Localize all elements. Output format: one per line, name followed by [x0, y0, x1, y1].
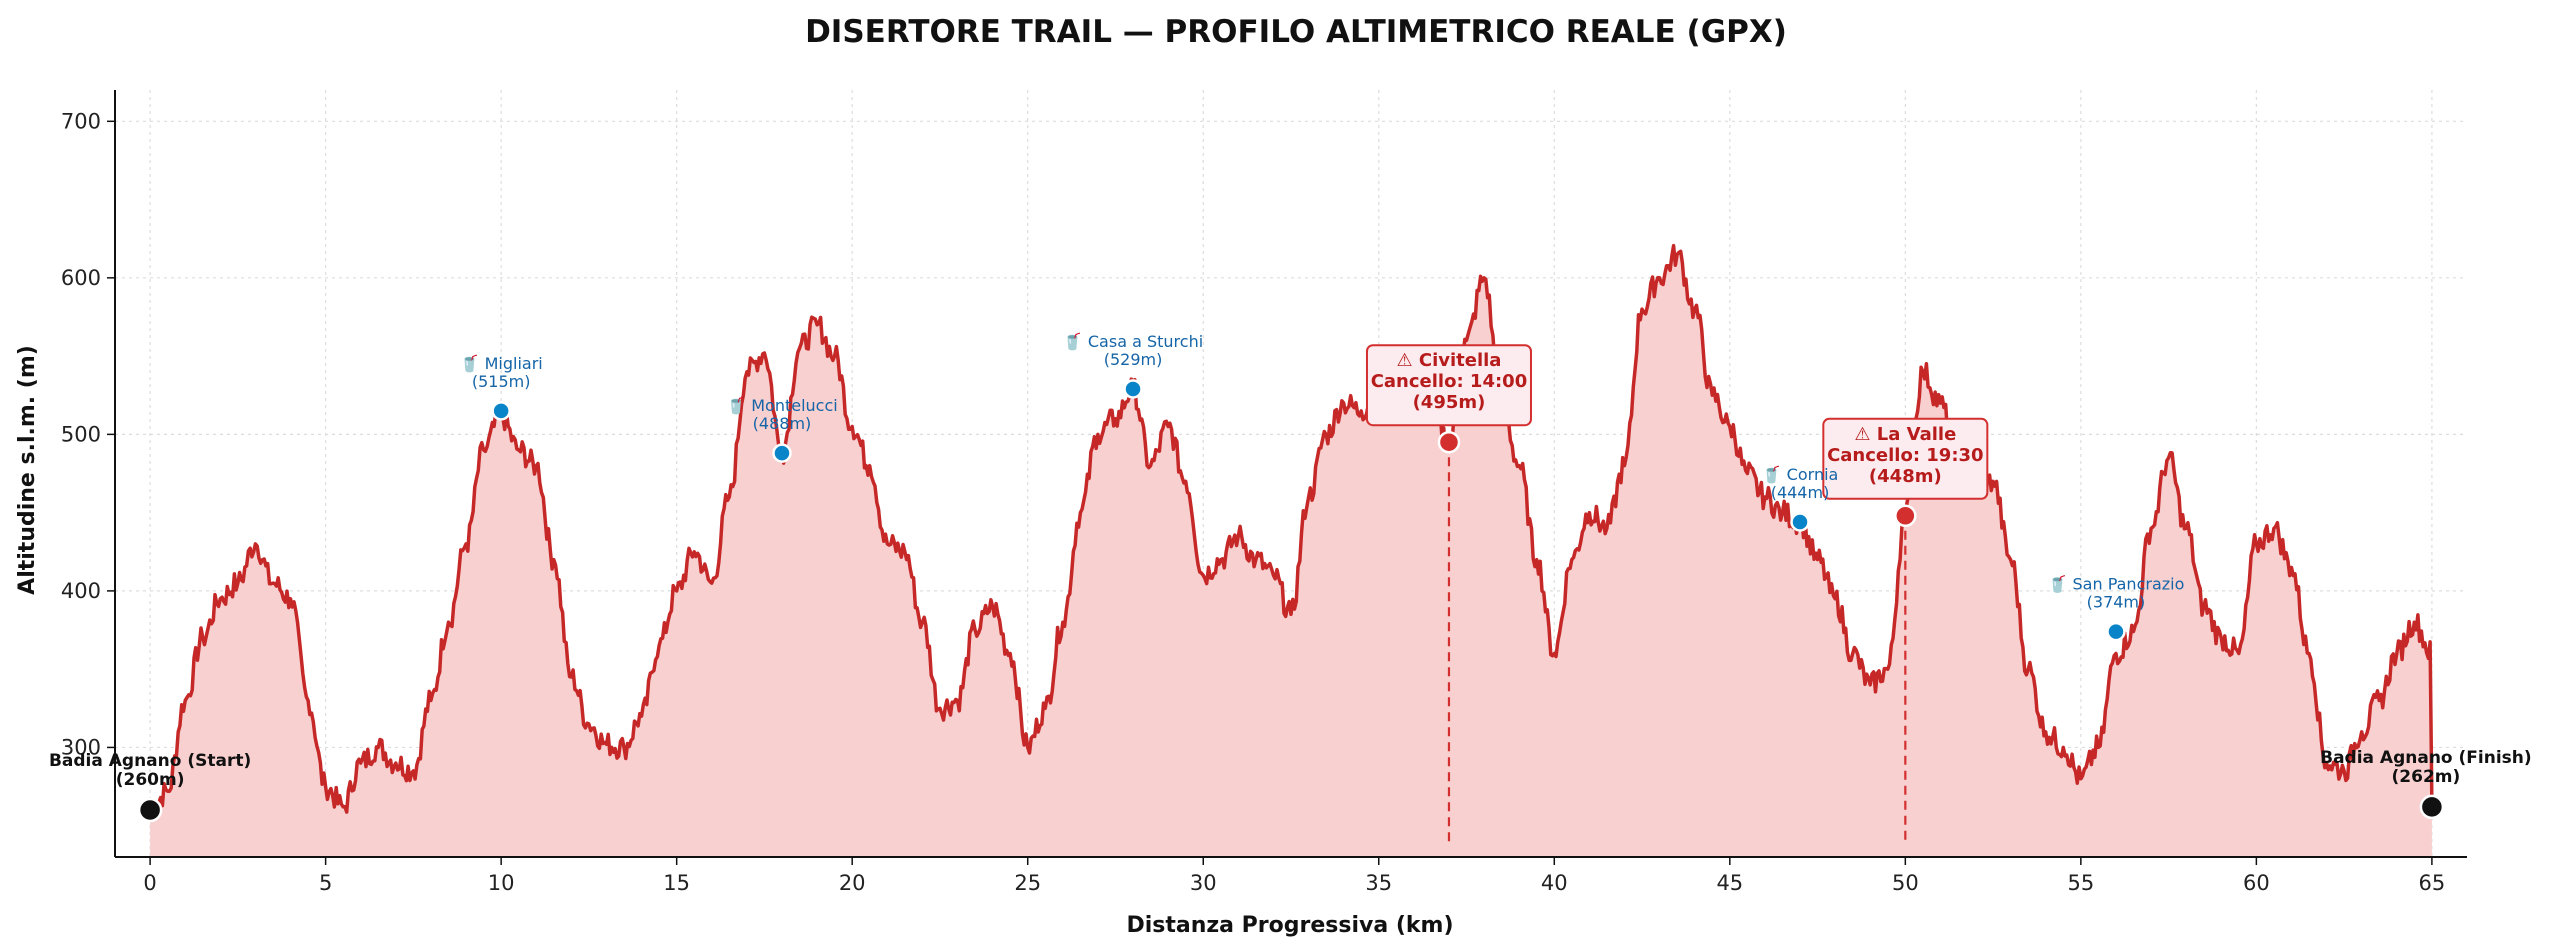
x-tick-label-9: 45 — [1716, 871, 1743, 895]
endpoint-name-0: Badia Agnano (Start) — [49, 751, 251, 771]
x-tick-label-13: 65 — [2419, 871, 2446, 895]
gate-label-0-line-2: (495m) — [1413, 392, 1486, 413]
y-tick-label-0: 300 — [61, 735, 101, 759]
start-finish-markers: Badia Agnano (Start)(260m) Badia Agnano (… — [49, 748, 2532, 823]
y-axis-ticks: 300 400 500 600 700 — [61, 109, 115, 759]
aid-station-alt-4: (374m) — [2087, 593, 2146, 612]
gate-label-0-line-0: ⚠ Civitella — [1396, 350, 1501, 371]
endpoint-name-1: Badia Agnano (Finish) — [2320, 748, 2532, 768]
axes — [114, 90, 2467, 858]
endpoint-marker-0 — [137, 797, 163, 823]
x-tick-label-6: 30 — [1190, 871, 1217, 895]
x-tick-label-5: 25 — [1014, 871, 1041, 895]
x-tick-label-8: 40 — [1541, 871, 1568, 895]
aid-station-name-1: 🥤 Montelucci — [726, 396, 837, 415]
aid-station-alt-3: (444m) — [1771, 483, 1830, 502]
aid-station-marker-1 — [772, 443, 792, 463]
elevation-line — [149, 243, 2434, 818]
gate-label-box-0 — [1365, 344, 1532, 427]
aid-station-marker-3 — [1790, 512, 1810, 532]
elevation-fill — [150, 245, 2432, 858]
gate-label-box-1 — [1822, 417, 1989, 500]
x-tick-label-11: 55 — [2067, 871, 2094, 895]
y-axis-label: Altitudine s.l.m. (m) — [15, 345, 40, 595]
elevation-area — [149, 243, 2434, 858]
x-tick-label-7: 35 — [1365, 871, 1392, 895]
gate-label-0-line-1: Cancello: 14:00 — [1371, 371, 1528, 392]
aid-station-alt-1: (488m) — [753, 414, 812, 433]
x-axis-ticks: 0 5 10 15 20 25 30 35 40 45 50 55 60 65 — [143, 857, 2445, 895]
y-tick-label-4: 700 — [61, 109, 101, 133]
endpoint-marker-1 — [2419, 794, 2445, 820]
y-tick-label-2: 500 — [61, 422, 101, 446]
x-axis-label: Distanza Progressiva (km) — [1126, 913, 1453, 938]
gate-label-1-line-0: ⚠ La Valle — [1854, 424, 1956, 445]
x-tick-label-1: 5 — [319, 871, 332, 895]
aid-station-name-0: 🥤 Migliari — [460, 354, 543, 373]
endpoint-alt-1: (262m) — [2392, 767, 2461, 787]
gate-marker-0 — [1437, 430, 1461, 454]
x-tick-label-12: 60 — [2243, 871, 2270, 895]
gate-label-1-line-2: (448m) — [1869, 466, 1942, 487]
aid-station-name-3: 🥤 Cornia — [1762, 465, 1839, 484]
aid-station-alt-0: (515m) — [472, 372, 531, 391]
x-tick-label-2: 10 — [488, 871, 515, 895]
x-tick-label-3: 15 — [663, 871, 690, 895]
aid-station-name-2: 🥤 Casa a Sturchi — [1063, 332, 1203, 351]
chart-title: DISERTORE TRAIL — PROFILO ALTIMETRICO RE… — [805, 14, 1787, 50]
gate-marker-1 — [1894, 504, 1917, 528]
aid-station-marker-2 — [1123, 379, 1143, 399]
aid-station-marker-4 — [2106, 621, 2126, 642]
aid-station-name-4: 🥤 San Pancrazio — [2048, 575, 2185, 594]
gate-label-1-line-1: Cancello: 19:30 — [1827, 445, 1984, 466]
x-tick-label-4: 20 — [839, 871, 866, 895]
x-tick-label-0: 0 — [143, 871, 156, 895]
aid-stations: 🥤 Migliari(515m) 🥤 Montelucci(488m) 🥤 Casa… — [460, 332, 2185, 642]
x-tick-label-10: 50 — [1892, 871, 1919, 895]
aid-station-alt-2: (529m) — [1104, 350, 1163, 369]
endpoint-alt-0: (260m) — [116, 770, 185, 790]
y-tick-label-3: 600 — [61, 266, 101, 290]
aid-station-marker-0 — [491, 401, 511, 421]
y-tick-label-1: 400 — [61, 579, 101, 603]
